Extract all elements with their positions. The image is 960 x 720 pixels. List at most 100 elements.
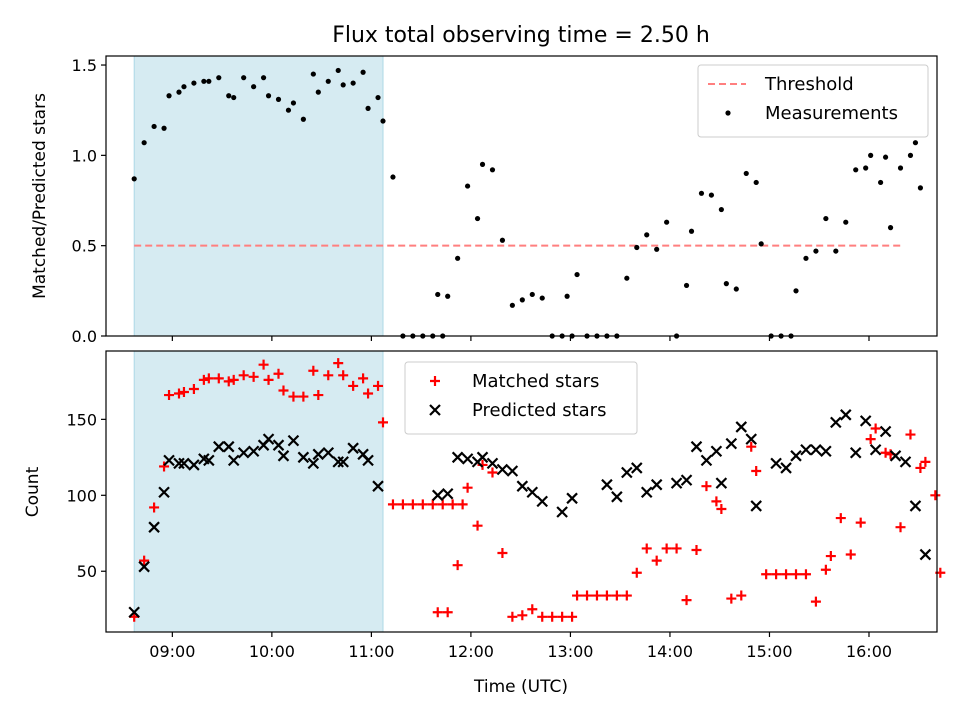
matched-star-point [298,391,309,402]
matched-star-point [591,590,602,601]
matched-star-point [387,499,398,510]
measurement-point [758,241,764,247]
predicted-star-point [889,450,902,462]
predicted-star-point [680,474,693,486]
measurement-point [151,123,157,130]
legend: Matched stars Predicted stars [404,361,638,435]
matched-star-point [781,569,792,580]
measurement-point [688,228,695,234]
predicted-star-point [277,450,290,462]
measurement-point [161,125,167,131]
measurement-point [360,69,366,75]
predicted-star-point [203,454,215,467]
matched-star-point [791,569,802,580]
measurement-point [141,140,147,146]
matched-star-point [547,611,558,622]
predicted-star-point [830,416,842,429]
predicted-star-point [128,606,140,619]
predicted-star-point [441,488,454,500]
measurement-point [435,291,441,298]
matched-star-point [447,499,458,510]
predicted-star-point [173,457,185,470]
matched-star-point [308,365,319,376]
matched-star-point [711,496,722,507]
measurement-point [718,206,724,213]
matched-star-point [149,502,160,513]
legend: Threshold Measurements [697,64,929,138]
matched-star-point [567,611,578,622]
x-tick-label: 13:00 [547,642,593,661]
bottom-y-axis-label: Count [23,466,43,517]
y-tick-label: 150 [66,410,97,429]
predicted-star-point [800,443,812,456]
matched-star-point [497,548,508,559]
measurement-point [275,96,282,102]
predicted-star-point [640,486,653,499]
legend-label: Measurements [765,103,898,124]
matched-star-point [288,391,299,402]
matched-star-point [845,549,856,560]
matched-star-point [442,607,453,618]
matched-star-point [223,376,234,387]
predicted-star-point [237,446,250,459]
matched-star-point [437,499,448,510]
measurement-point [265,93,272,99]
x-tick-label: 12:00 [448,642,494,661]
y-tick-label: 0.0 [72,327,97,346]
matched-star-point [432,607,443,618]
measurement-point [624,275,630,281]
measurement-point [897,165,904,171]
predicted-star-point [745,433,758,445]
measurement-point [882,154,889,160]
measurement-point [251,84,257,90]
measurement-point [489,167,496,173]
predicted-star-point [601,478,613,491]
matched-star-point [338,370,349,381]
measurement-point [654,246,660,252]
measurement-point [315,89,321,95]
matched-star-point [915,462,926,473]
predicted-star-point [556,506,568,518]
predicted-star-point [451,451,464,464]
x-tick-label: 16:00 [846,642,892,661]
predicted-star-point [163,454,175,467]
measurement-point [131,176,137,182]
legend-label: Threshold [764,74,854,95]
matched-star-point [373,380,384,391]
matched-star-point [761,569,772,580]
matched-star-point [736,590,747,601]
predicted-star-point [566,492,578,505]
matched-star-point [258,359,269,370]
measurement-point [290,100,297,106]
legend-box [404,361,638,435]
predicted-star-point [859,415,872,427]
measurement-point [664,219,670,225]
measurement-point [285,107,292,113]
matched-star-point [417,499,428,510]
y-tick-label: 100 [66,486,97,505]
measurement-point [564,293,570,299]
measurement-point [644,232,650,238]
matched-star-point [582,590,593,601]
measurement-point [181,84,187,90]
matched-star-point [452,560,463,571]
matched-star-point [363,388,374,399]
predicted-star-point [322,446,335,459]
matched-star-point [631,567,642,578]
x-axis-label: Time (UTC) [473,677,568,697]
measurement-point [191,80,197,86]
predicted-star-point [909,500,922,512]
matched-star-point [527,604,538,615]
matched-star-point [641,543,652,554]
x-tick-label: 14:00 [647,642,693,661]
predicted-star-point [735,421,748,433]
x-tick-label: 09:00 [149,642,195,661]
matched-star-point [487,467,498,478]
measurement-point [166,93,172,99]
measurement-point [445,293,451,299]
measurement-point [853,167,859,173]
measurement-point [529,291,535,298]
predicted-star-point [213,440,225,453]
measurement-point [479,161,486,167]
x-tick-label: 15:00 [746,642,792,661]
